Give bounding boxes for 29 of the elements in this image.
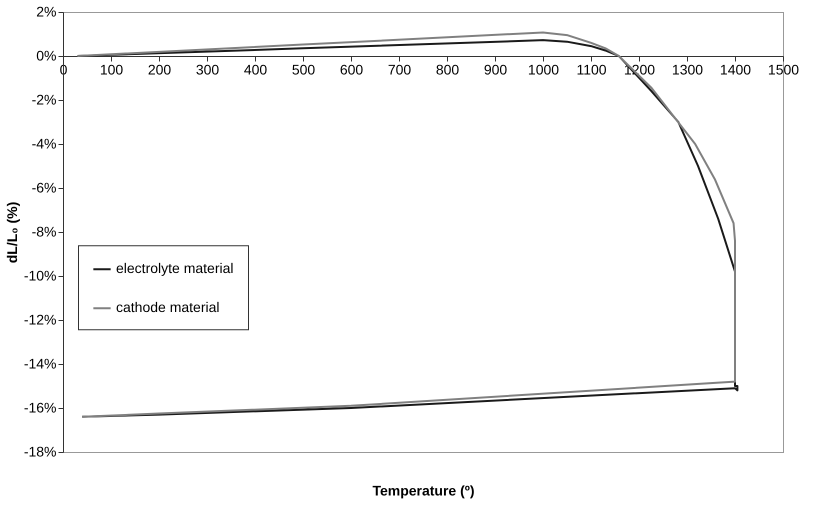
x-tick-label: 400 xyxy=(244,62,268,78)
x-tick-label: 1400 xyxy=(720,62,752,78)
x-tick-label: 1500 xyxy=(768,62,800,78)
x-tick-label: 200 xyxy=(148,62,172,78)
x-tick-label: 1100 xyxy=(576,62,607,78)
legend-label: cathode material xyxy=(116,299,220,316)
x-axis-title: Temperature (º) xyxy=(372,482,475,498)
y-tick-label: 0% xyxy=(36,48,56,64)
y-tick-label: -18% xyxy=(24,444,56,460)
y-axis-title: dL/L₀ (%) xyxy=(4,202,20,264)
y-tick-label: -8% xyxy=(32,224,56,240)
y-tick-label: -4% xyxy=(32,136,56,152)
x-tick-label: 700 xyxy=(388,62,412,78)
legend-label: electrolyte material xyxy=(116,260,234,276)
y-tick-label: 2% xyxy=(36,4,56,20)
x-tick-label: 1000 xyxy=(528,62,560,78)
y-tick-label: -6% xyxy=(32,180,56,196)
x-tick-label: 800 xyxy=(436,62,460,78)
y-tick-label: -2% xyxy=(32,92,56,108)
y-tick-label: -16% xyxy=(24,400,56,416)
y-tick-label: -10% xyxy=(24,268,56,284)
x-tick-label: 300 xyxy=(196,62,220,78)
x-tick-label: 900 xyxy=(484,62,508,78)
x-tick-label: 100 xyxy=(100,62,124,78)
x-tick-label: 600 xyxy=(340,62,364,78)
x-tick-label: 1300 xyxy=(672,62,704,78)
y-tick-label: -12% xyxy=(24,312,56,328)
x-tick-label: 500 xyxy=(292,62,316,78)
y-tick-label: -14% xyxy=(24,356,56,372)
